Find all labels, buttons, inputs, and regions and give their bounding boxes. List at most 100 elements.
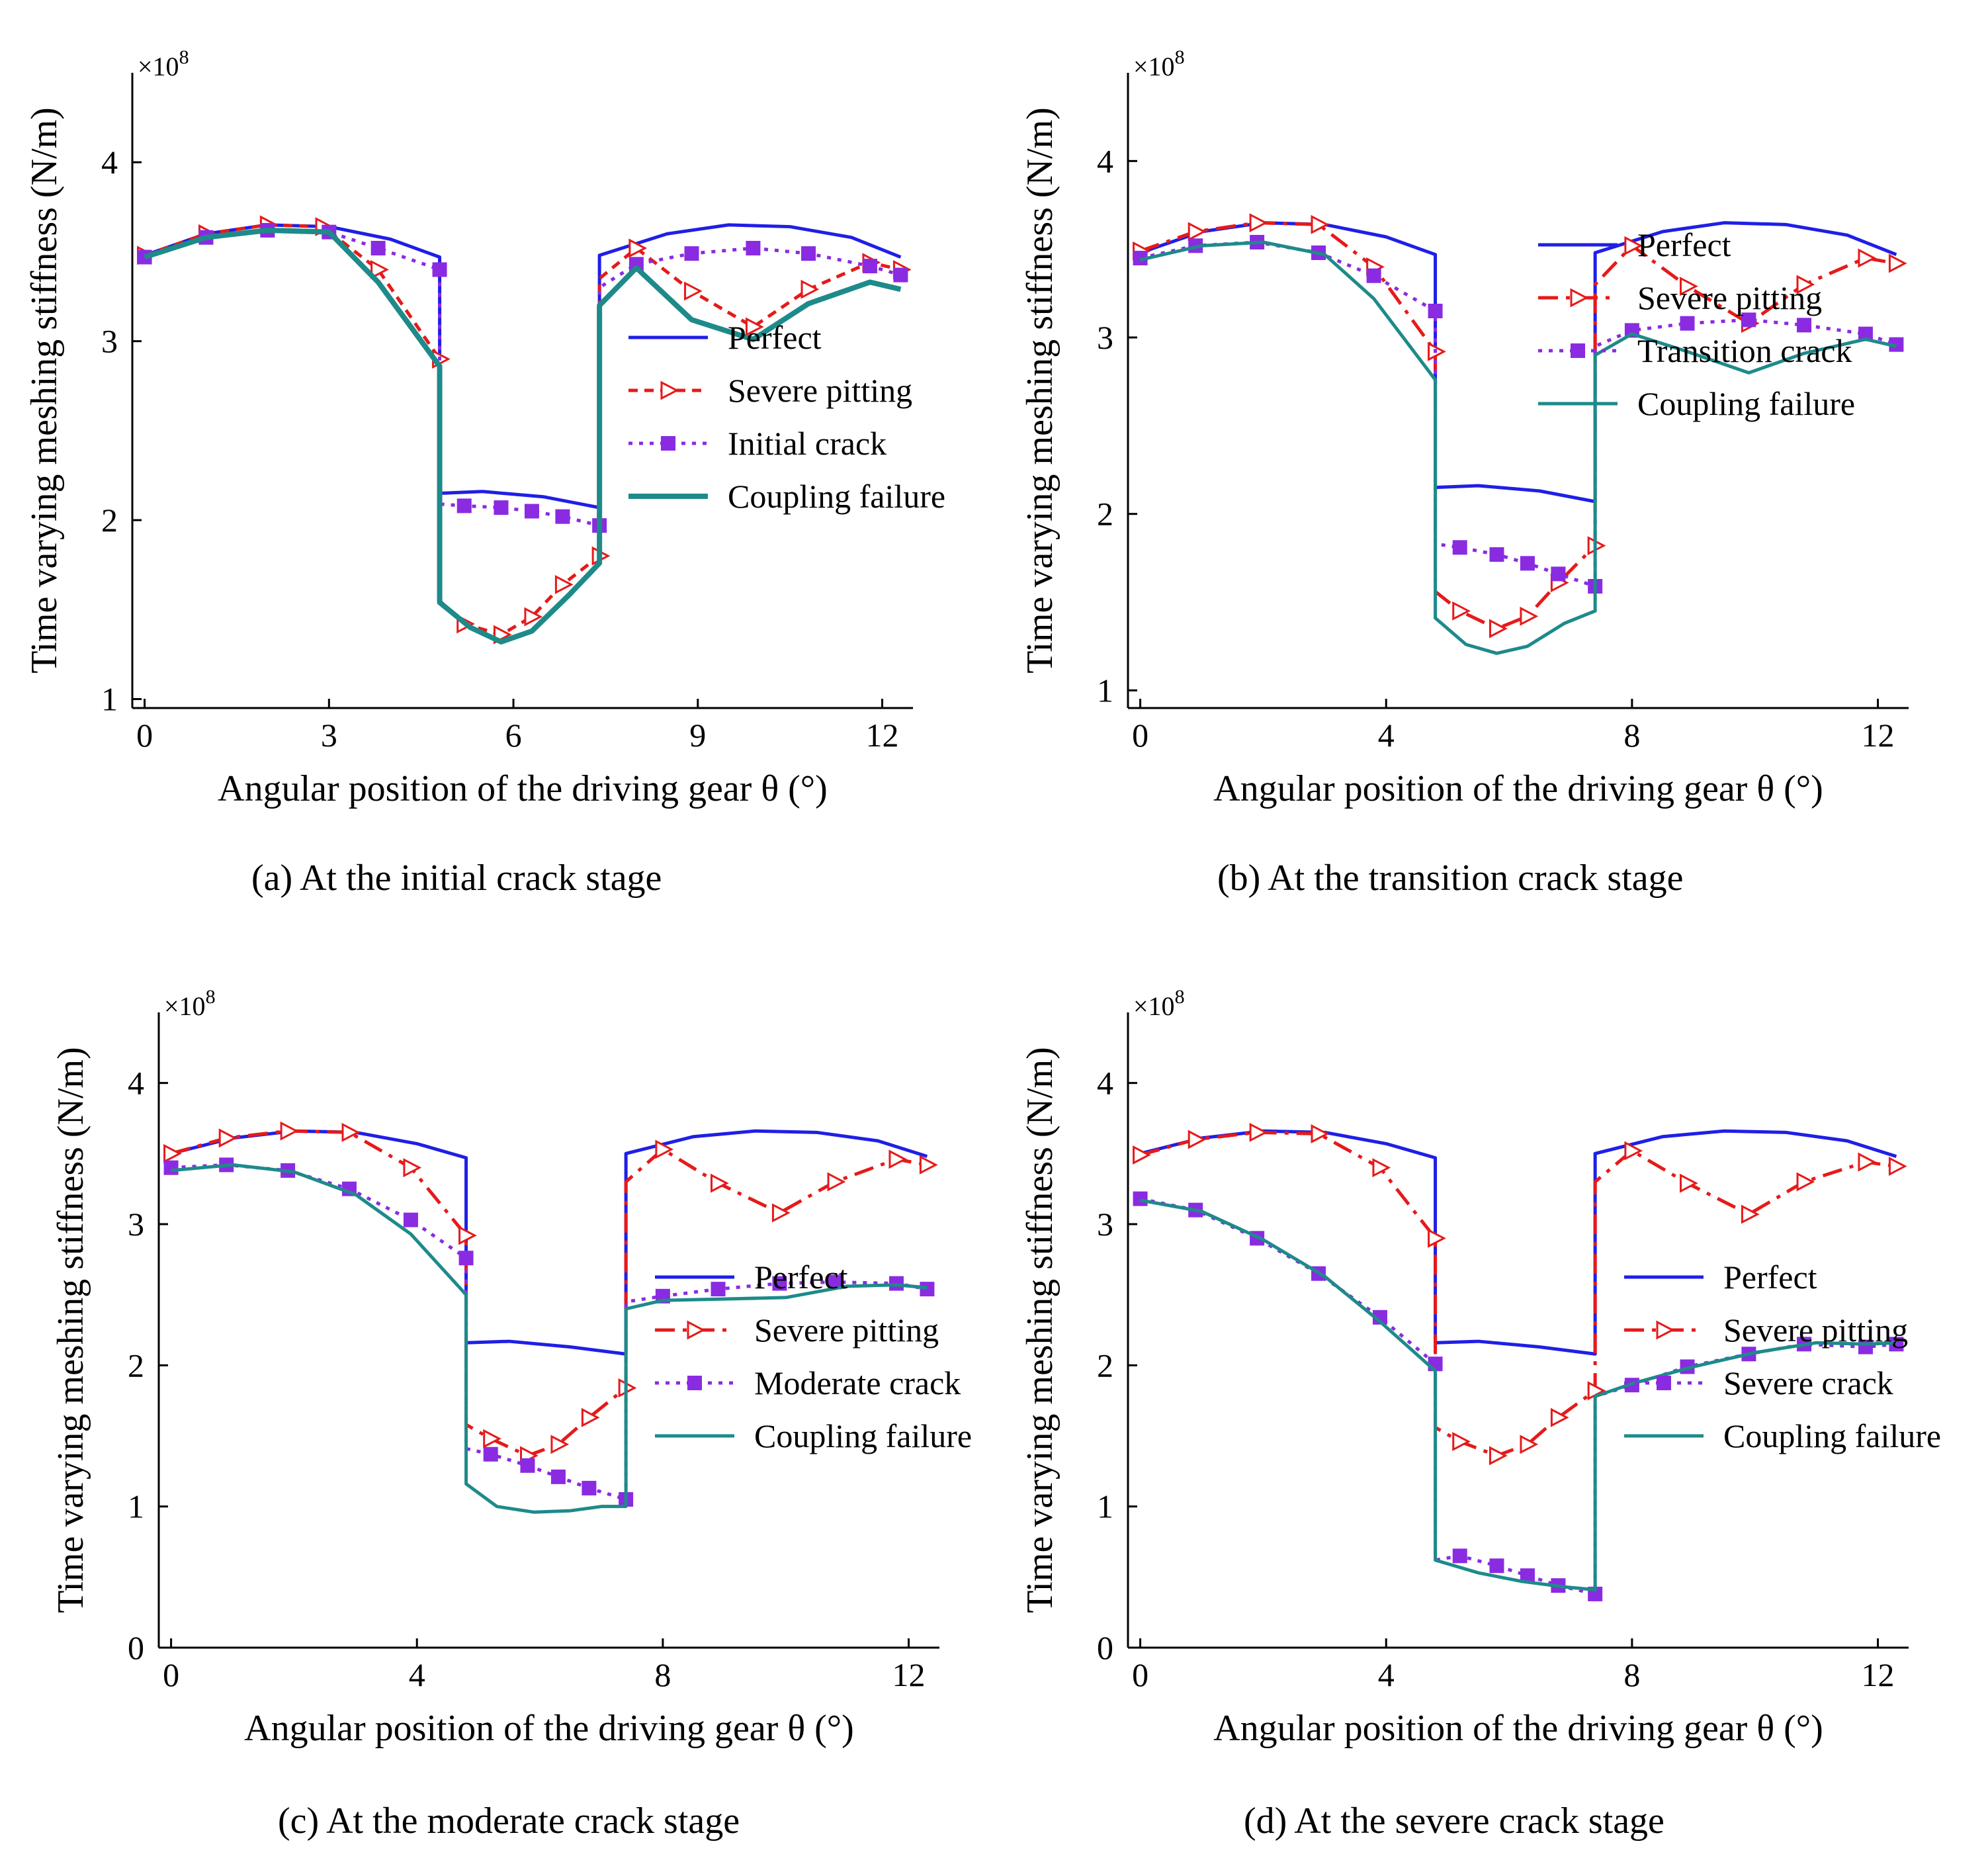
- x-tick-label: 0: [1132, 717, 1148, 754]
- x-tick-label: 12: [1862, 1656, 1895, 1693]
- data-point: [550, 1435, 570, 1454]
- data-point: [581, 1407, 600, 1427]
- data-point: [771, 1203, 791, 1223]
- data-point: [1520, 556, 1535, 571]
- x-tick-label: 12: [866, 717, 899, 754]
- legend-label: Perfect: [728, 319, 822, 356]
- y-tick-label: 1: [128, 1488, 144, 1525]
- y-tick-label: 2: [101, 502, 118, 539]
- series-line: [1140, 1197, 1897, 1596]
- y-tick-label: 1: [1097, 1488, 1113, 1525]
- legend-label: Perfect: [1723, 1259, 1817, 1296]
- y-tick-label: 3: [1097, 1206, 1113, 1243]
- y-tick-label: 1: [101, 680, 118, 717]
- data-point: [582, 1480, 597, 1495]
- data-point: [1680, 1173, 1698, 1193]
- y-tick-label: 3: [128, 1206, 144, 1243]
- data-point: [800, 279, 820, 299]
- y-multiplier: ×108: [1133, 986, 1185, 1021]
- legend-label: Severe crack: [1723, 1364, 1893, 1401]
- data-point: [745, 317, 764, 337]
- legend-marker: [661, 436, 675, 451]
- caption-c: (c) At the moderate crack stage: [278, 1800, 740, 1842]
- data-point: [163, 1160, 179, 1175]
- data-point: [711, 1282, 726, 1297]
- series-line: [1140, 240, 1897, 655]
- x-tick-label: 8: [1623, 1656, 1640, 1693]
- data-point: [458, 1225, 477, 1245]
- y-tick-label: 4: [1097, 1065, 1113, 1102]
- legend: Perfect Severe pitting Initial crack Coupli…: [628, 319, 945, 515]
- legend-label: Perfect: [754, 1259, 848, 1296]
- legend-label: Severe pitting: [728, 372, 912, 409]
- data-point: [684, 246, 699, 261]
- data-point: [1188, 1130, 1207, 1149]
- data-point: [550, 1469, 566, 1484]
- legend-label: Coupling failure: [1723, 1417, 1941, 1454]
- y-axis-title: Time varying meshing stiffness (N/m): [1019, 1047, 1060, 1613]
- legend-label: Moderate crack: [754, 1364, 961, 1401]
- series-line: [1139, 221, 1897, 631]
- data-point: [555, 509, 570, 524]
- y-axis-title: Time varying meshing stiffness (N/m): [50, 1047, 91, 1613]
- data-point: [684, 281, 703, 301]
- y-tick-label: 0: [128, 1629, 144, 1666]
- data-point: [554, 574, 574, 594]
- data-point: [1520, 1568, 1535, 1583]
- data-point: [370, 241, 386, 256]
- legend-marker: [687, 1320, 706, 1340]
- series-3: [171, 1163, 928, 1514]
- data-point: [1452, 540, 1467, 555]
- caption-d: (d) At the severe crack stage: [1244, 1800, 1664, 1842]
- data-point: [403, 1158, 422, 1178]
- series-line: [171, 1163, 928, 1514]
- series-1: [1133, 1122, 1907, 1466]
- data-point: [494, 500, 509, 515]
- x-axis-title: Angular position of the driving gear θ (…: [1213, 768, 1823, 809]
- data-point: [1372, 1310, 1387, 1325]
- legend-label: Coupling failure: [754, 1417, 972, 1454]
- data-point: [888, 1149, 908, 1169]
- data-point: [1797, 318, 1812, 333]
- data-point: [1452, 1432, 1471, 1452]
- data-point: [1858, 1152, 1877, 1172]
- data-point: [746, 241, 761, 256]
- data-point: [1520, 606, 1539, 626]
- legend-marker: [1657, 1376, 1671, 1390]
- data-point: [483, 1429, 501, 1448]
- data-point: [1858, 248, 1877, 268]
- x-tick-label: 12: [1862, 717, 1895, 754]
- data-point: [1550, 1407, 1569, 1427]
- legend-marker: [687, 1376, 702, 1390]
- data-point: [801, 246, 816, 261]
- data-point: [1249, 213, 1268, 233]
- data-point: [919, 1155, 938, 1175]
- x-tick-label: 4: [1378, 1656, 1395, 1693]
- legend-label: Coupling failure: [1637, 385, 1855, 422]
- series-line: [1140, 1198, 1897, 1592]
- x-tick-label: 8: [654, 1656, 671, 1693]
- series-2: [137, 222, 908, 533]
- data-point: [1249, 1122, 1268, 1142]
- data-point: [628, 238, 648, 258]
- data-point: [524, 607, 543, 627]
- data-point: [1680, 277, 1698, 296]
- legend-label: Severe pitting: [1637, 279, 1822, 316]
- x-tick-label: 4: [409, 1656, 425, 1693]
- legend: Perfect Severe pitting Severe crack Couplin…: [1624, 1259, 1941, 1454]
- data-point: [1796, 275, 1815, 294]
- data-point: [1366, 268, 1381, 283]
- data-point: [403, 1212, 418, 1227]
- y-axis-title: Time varying meshing stiffness (N/m): [24, 107, 65, 674]
- data-point: [280, 1121, 299, 1141]
- y-tick-label: 3: [1097, 319, 1113, 356]
- y-tick-label: 0: [1097, 1629, 1113, 1666]
- data-point: [483, 1446, 498, 1462]
- data-point: [1624, 236, 1643, 255]
- data-point: [1311, 1124, 1330, 1143]
- legend-label: Severe pitting: [1723, 1311, 1908, 1349]
- series-3: [144, 227, 902, 644]
